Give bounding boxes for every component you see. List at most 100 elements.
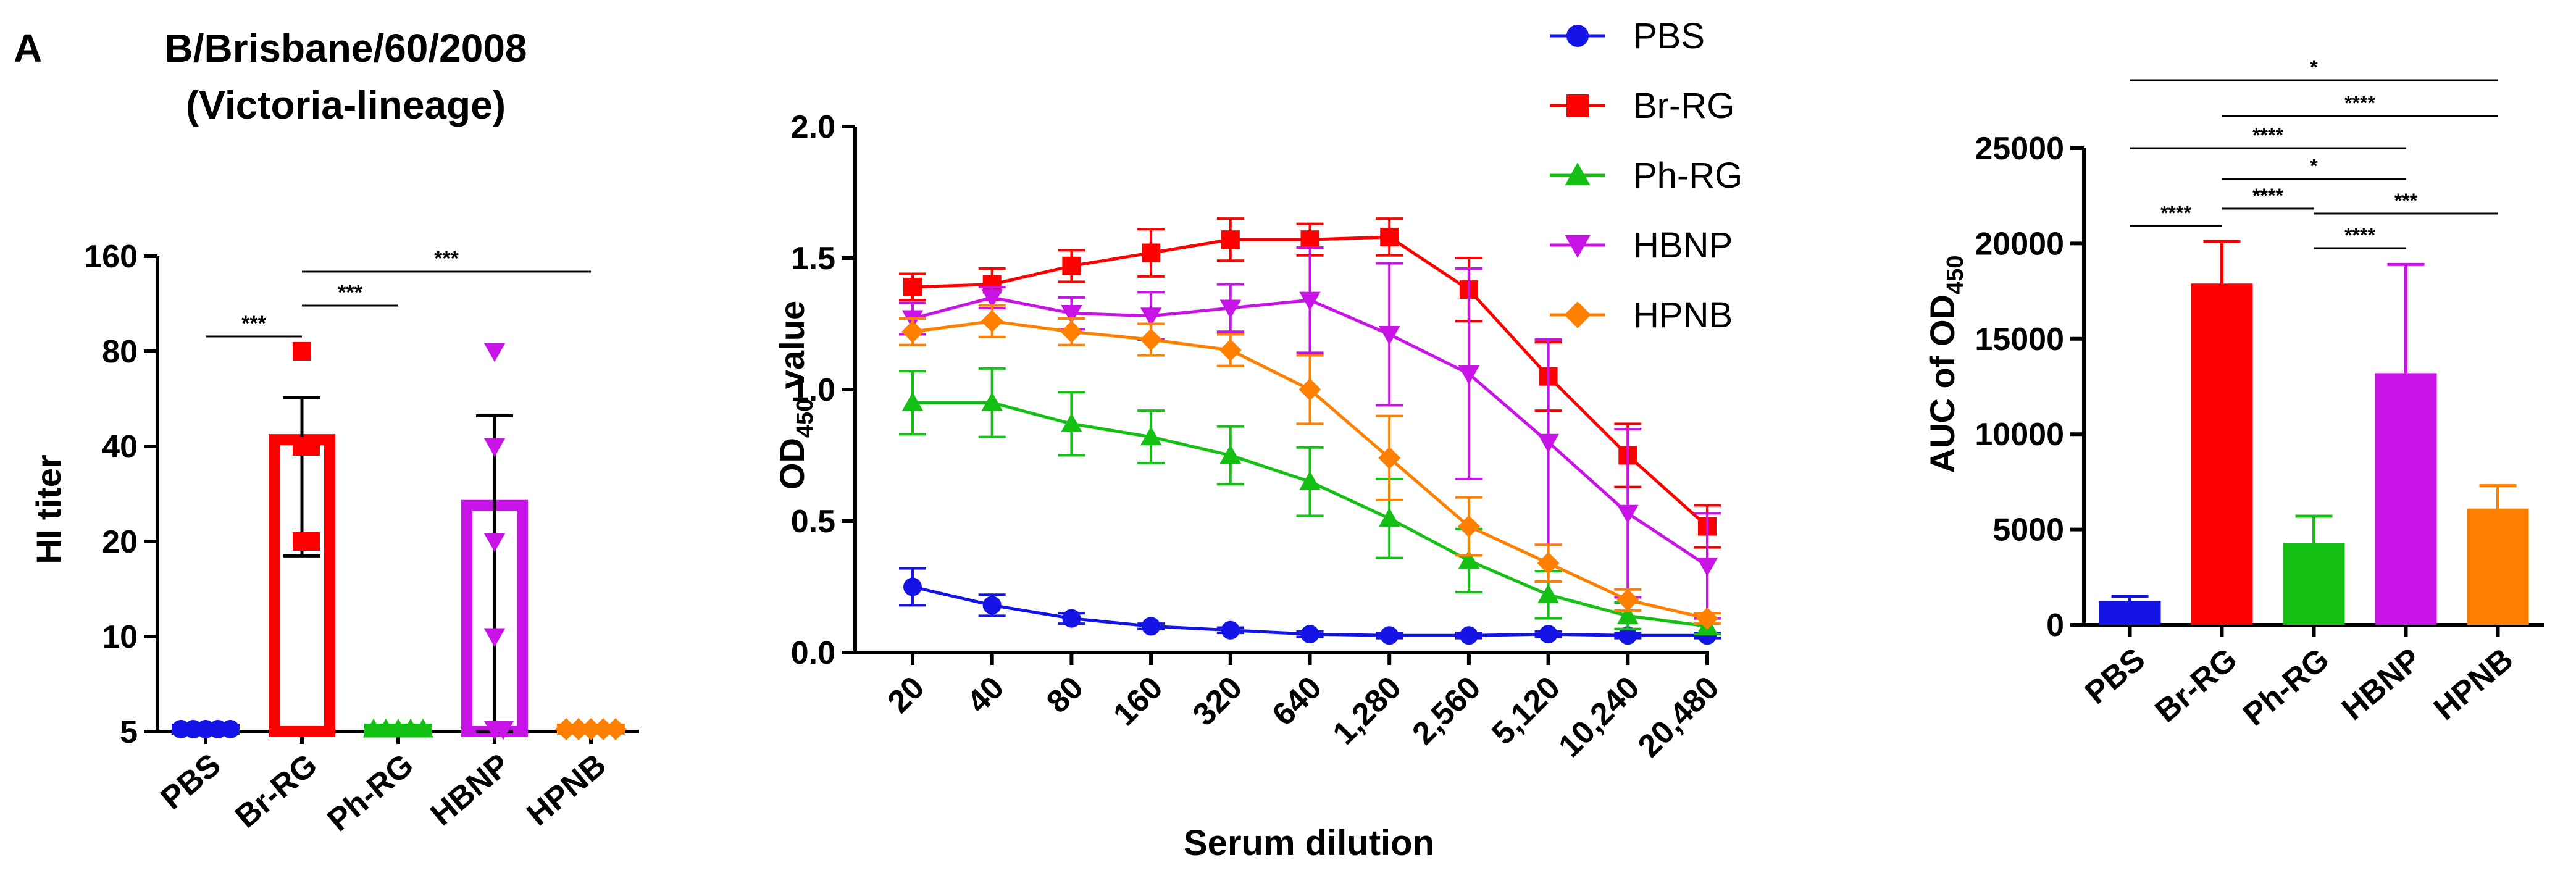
data-point xyxy=(492,721,514,740)
y-tick-label: 2.0 xyxy=(791,109,835,145)
data-point xyxy=(1221,620,1240,640)
data-point xyxy=(1618,626,1637,645)
data-point xyxy=(567,718,590,740)
bar xyxy=(2467,508,2529,625)
x-tick-label: 640 xyxy=(1266,669,1329,732)
x-tick-label: 160 xyxy=(1106,669,1169,732)
significance-label: *** xyxy=(241,312,266,335)
od450-chart: OD450 value Serum dilution PBS Br-RG Ph-RG… xyxy=(772,16,1742,863)
data-point xyxy=(1537,552,1560,575)
legend-label: Br-RG xyxy=(1633,86,1734,126)
significance-label: *** xyxy=(338,281,362,304)
significance-label: * xyxy=(2310,56,2318,78)
bar xyxy=(2191,283,2253,625)
data-point xyxy=(1299,470,1321,490)
data-point xyxy=(1380,626,1399,645)
legend-marker xyxy=(1565,235,1591,258)
x-tick-label: 10,240 xyxy=(1552,669,1646,764)
x-tick-label: 1,280 xyxy=(1326,669,1408,751)
y-tick-label: 20 xyxy=(102,524,138,560)
data-point xyxy=(903,577,922,596)
y-tick-label: 80 xyxy=(102,334,138,370)
data-point xyxy=(1060,320,1083,343)
x-tick-label: 2,560 xyxy=(1405,669,1487,751)
y-tick-label: 40 xyxy=(102,429,138,465)
data-point xyxy=(555,718,577,740)
y-tick-label: 10 xyxy=(102,619,138,655)
significance-label: **** xyxy=(2344,224,2375,246)
panel-label: A xyxy=(14,26,42,70)
y-tick-label: 1.5 xyxy=(791,241,835,277)
data-point xyxy=(981,310,1003,333)
x-tick-label: 40 xyxy=(960,669,1011,720)
data-point xyxy=(1140,426,1162,446)
significance-label: *** xyxy=(434,247,459,270)
legend-label: HPNB xyxy=(1633,295,1733,335)
data-point xyxy=(1696,557,1718,577)
data-point xyxy=(1142,617,1161,636)
significance-label: *** xyxy=(2394,190,2418,212)
figure-title-line2: (Victoria-lineage) xyxy=(186,83,506,127)
data-point xyxy=(483,628,506,648)
legend-label: Ph-RG xyxy=(1633,156,1742,196)
data-point xyxy=(1221,230,1240,249)
data-point xyxy=(483,343,506,362)
od450-x-label: Serum dilution xyxy=(1184,823,1434,863)
y-tick-label: 15000 xyxy=(1975,322,2064,357)
legend-marker xyxy=(1565,162,1591,186)
data-point xyxy=(293,342,311,361)
data-point xyxy=(1537,584,1559,603)
y-tick-label: 5000 xyxy=(1993,512,2064,548)
data-point xyxy=(483,438,506,457)
data-point xyxy=(604,718,627,740)
data-point xyxy=(1140,328,1163,351)
data-point xyxy=(1617,504,1639,524)
legend-label: PBS xyxy=(1633,16,1705,56)
data-point xyxy=(901,392,924,411)
data-point xyxy=(592,718,614,740)
data-point xyxy=(221,720,240,738)
od450-y-label: OD450 value xyxy=(772,301,818,490)
data-point xyxy=(1140,307,1162,327)
y-tick-label: 0 xyxy=(2046,608,2064,643)
data-point xyxy=(580,718,602,740)
x-tick-label: Ph-RG xyxy=(321,747,420,838)
data-point xyxy=(1378,326,1400,345)
x-tick-label: PBS xyxy=(154,747,228,817)
legend: PBS Br-RG Ph-RG HBNP HPNB xyxy=(1550,16,1742,335)
data-point xyxy=(301,437,320,456)
y-tick-label: 5 xyxy=(120,714,138,750)
x-tick-label: 20,480 xyxy=(1631,669,1726,764)
bar xyxy=(2375,373,2437,625)
bar xyxy=(2099,601,2161,625)
y-tick-label: 1.0 xyxy=(791,372,835,408)
data-point xyxy=(1539,625,1558,644)
data-point xyxy=(1062,256,1081,275)
legend-label: HBNP xyxy=(1633,225,1733,265)
data-point xyxy=(1062,609,1081,628)
data-point xyxy=(903,277,922,296)
data-point xyxy=(1380,227,1399,246)
y-tick-label: 10000 xyxy=(1975,417,2064,453)
x-tick-label: HBNP xyxy=(424,747,517,833)
significance-label: **** xyxy=(2160,202,2191,224)
x-tick-label: HPNB xyxy=(521,747,613,833)
data-point xyxy=(982,596,1002,615)
x-tick-label: 80 xyxy=(1040,669,1090,720)
y-tick-label: 160 xyxy=(84,239,138,275)
y-tick-label: 20000 xyxy=(1975,226,2064,262)
x-tick-label: HPNB xyxy=(2427,641,2520,727)
x-tick-label: Br-RG xyxy=(228,747,324,835)
data-point xyxy=(1299,291,1321,311)
data-point xyxy=(981,392,1003,411)
x-tick-label: Ph-RG xyxy=(2236,641,2336,733)
data-point xyxy=(1459,626,1478,645)
data-point xyxy=(1378,446,1401,469)
figure-title-line1: B/Brisbane/60/2008 xyxy=(165,26,527,70)
y-tick-label: 0.5 xyxy=(791,504,835,540)
data-point xyxy=(1300,230,1319,249)
legend-marker xyxy=(1566,94,1589,117)
x-tick-label: 20 xyxy=(881,669,932,720)
